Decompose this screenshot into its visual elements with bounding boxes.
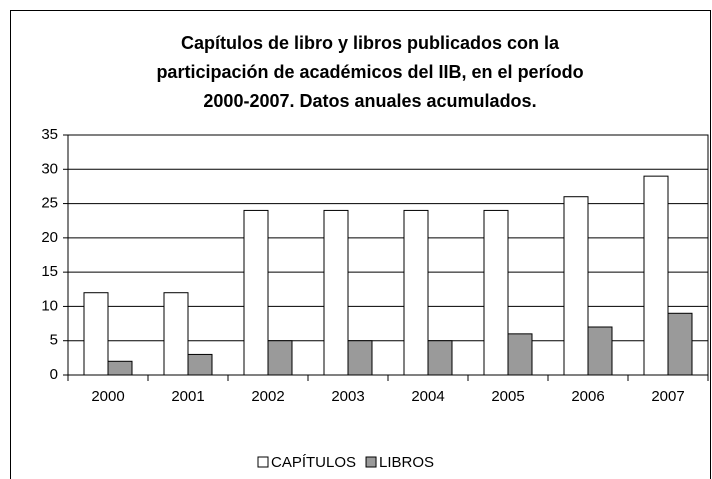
x-tick-label: 2006: [571, 388, 604, 405]
legend-label: CAPÍTULOS: [271, 454, 356, 471]
y-tick-label: 30: [41, 160, 58, 177]
bar: [163, 292, 189, 376]
chart-title: participación de académicos del IIB, en …: [156, 62, 583, 82]
x-tick-label: 2001: [171, 388, 204, 405]
y-tick-label: 15: [41, 263, 58, 280]
legend-label: LIBROS: [379, 454, 434, 471]
chart-frame: [10, 10, 711, 479]
bar: [243, 209, 269, 376]
x-tick-label: 2000: [91, 388, 124, 405]
x-tick-label: 2005: [491, 388, 524, 405]
chart-title: Capítulos de libro y libros publicados c…: [181, 33, 560, 53]
bar: [507, 333, 533, 376]
bar: [83, 292, 109, 376]
chart-title: 2000-2007. Datos anuales acumulados.: [203, 91, 536, 111]
bar: [643, 175, 669, 376]
bar: [107, 360, 133, 376]
bar: [427, 340, 453, 376]
bar: [323, 209, 349, 376]
x-tick-label: 2007: [651, 388, 684, 405]
y-tick-label: 5: [50, 332, 58, 349]
x-tick-label: 2003: [331, 388, 364, 405]
y-tick-label: 25: [41, 195, 58, 212]
y-tick-label: 35: [41, 126, 58, 143]
bar: [403, 209, 429, 376]
x-tick-label: 2002: [251, 388, 284, 405]
y-tick-label: 20: [41, 229, 58, 246]
y-tick-label: 10: [41, 297, 58, 314]
legend-swatch: [257, 456, 269, 468]
bar: [347, 340, 373, 376]
bar: [563, 196, 589, 376]
bar: [587, 326, 613, 376]
y-tick-label: 0: [50, 366, 58, 383]
legend-swatch: [365, 456, 377, 468]
bar: [187, 353, 213, 376]
bar: [667, 312, 693, 376]
bar: [483, 209, 509, 376]
x-tick-label: 2004: [411, 388, 444, 405]
bar: [267, 340, 293, 376]
